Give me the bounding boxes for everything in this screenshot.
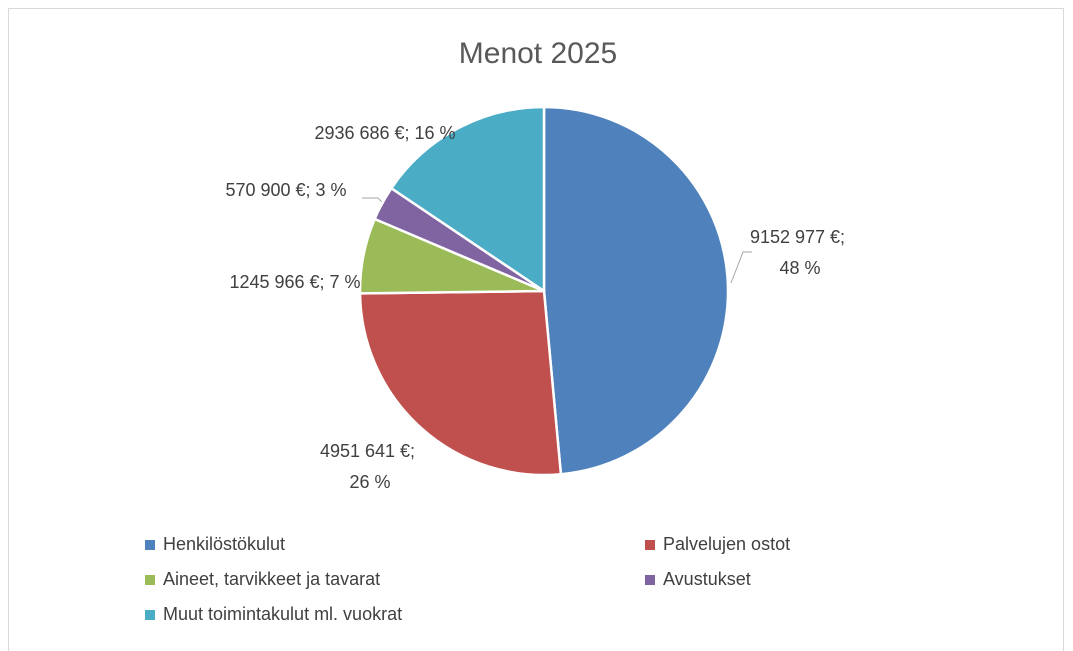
data-label-line: 9152 977 €; <box>750 227 850 247</box>
legend-label: Avustukset <box>663 569 751 589</box>
legend-swatch <box>145 610 155 620</box>
legend-swatch <box>645 540 655 550</box>
data-label: 570 900 €; 3 % <box>225 180 346 200</box>
legend-swatch <box>145 575 155 585</box>
legend-swatch <box>145 540 155 550</box>
legend-label: Muut toimintakulut ml. vuokrat <box>163 604 402 624</box>
data-label-line: 4951 641 €; <box>320 441 420 461</box>
chart-title: Menot 2025 <box>459 37 617 70</box>
data-label-line: 48 % <box>779 258 820 278</box>
legend-label: Aineet, tarvikkeet ja tavarat <box>163 569 380 589</box>
leader-line <box>730 251 752 284</box>
legend-label: Henkilöstökulut <box>163 534 285 554</box>
pie-slice <box>542 105 730 476</box>
data-label: 1245 966 €; 7 % <box>229 272 360 292</box>
legend-swatch <box>645 575 655 585</box>
legend-label: Palvelujen ostot <box>663 534 790 554</box>
data-label: 4951 641 €; 26 % <box>320 441 420 492</box>
pie-slice <box>358 289 563 477</box>
pie-slice <box>389 105 546 294</box>
data-label: 9152 977 €; 48 % <box>750 227 850 278</box>
data-label: 2936 686 €; 16 % <box>314 123 455 143</box>
data-label-line: 26 % <box>349 472 390 492</box>
